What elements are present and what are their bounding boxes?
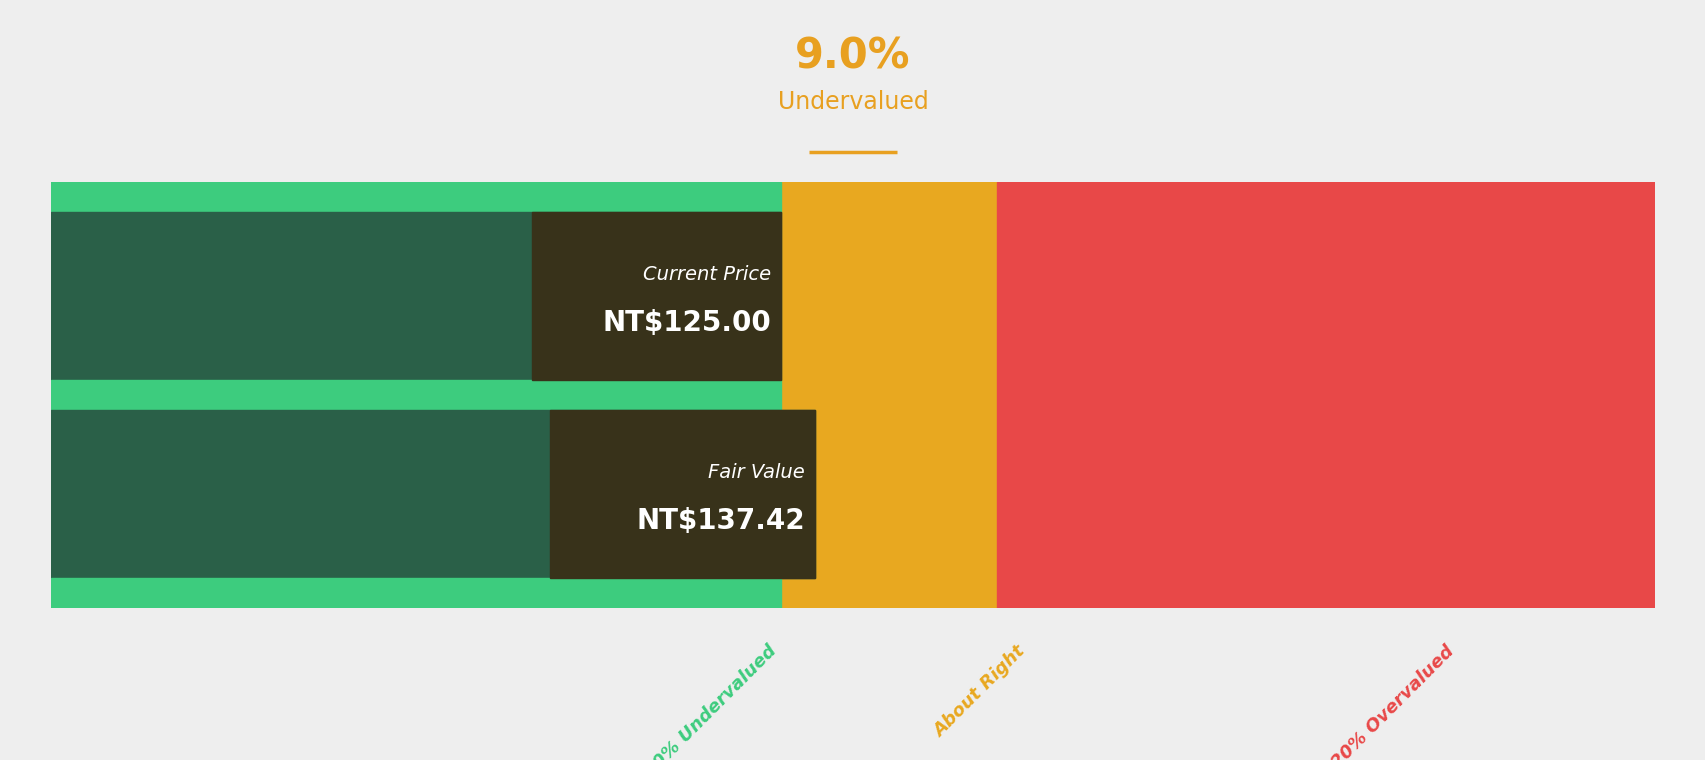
Text: 20% Undervalued: 20% Undervalued	[641, 642, 779, 760]
Text: Fair Value: Fair Value	[708, 463, 805, 482]
Bar	[51, 182, 781, 608]
Bar	[51, 182, 781, 212]
Bar	[549, 410, 813, 578]
Text: NT$137.42: NT$137.42	[636, 507, 805, 535]
Text: 9.0%: 9.0%	[795, 35, 910, 78]
Text: Current Price: Current Price	[643, 265, 771, 284]
Bar	[51, 578, 781, 608]
Text: 20% Overvalued: 20% Overvalued	[1326, 642, 1456, 760]
Bar	[781, 182, 997, 608]
Bar	[51, 410, 813, 578]
Bar	[997, 182, 1654, 608]
Bar	[532, 212, 781, 380]
Bar	[51, 380, 781, 410]
Text: NT$125.00: NT$125.00	[602, 309, 771, 337]
Bar	[51, 212, 781, 380]
Text: Undervalued: Undervalued	[777, 90, 928, 115]
Text: About Right: About Right	[929, 642, 1028, 740]
